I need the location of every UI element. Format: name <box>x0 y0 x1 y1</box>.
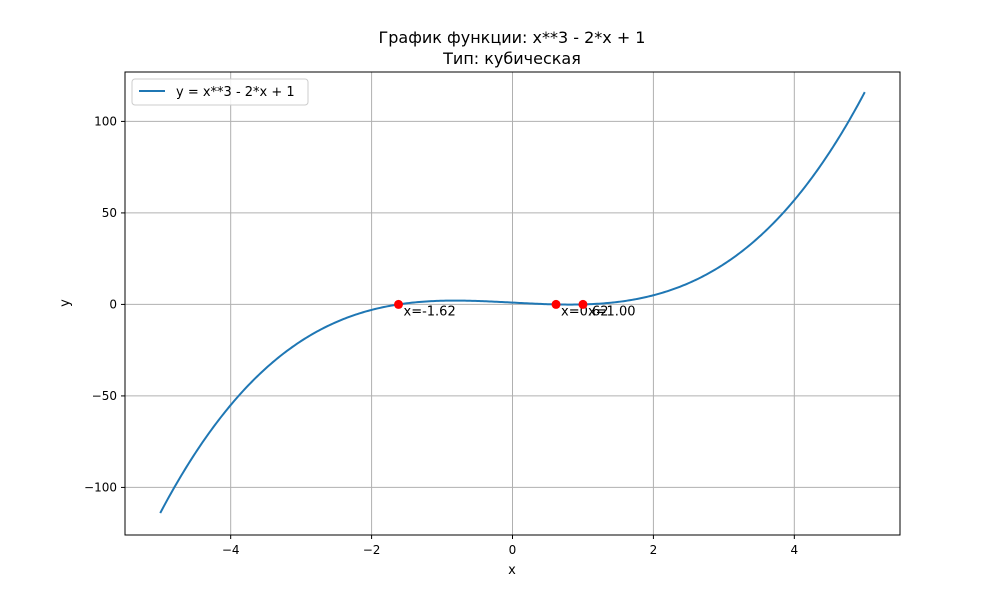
root-label: x=1.00 <box>588 304 636 319</box>
x-tick-label: −4 <box>222 543 240 557</box>
legend-label: y = x**3 - 2*x + 1 <box>176 85 295 100</box>
y-tick-label: −50 <box>92 389 117 403</box>
grid <box>125 72 900 535</box>
root-point <box>551 299 561 309</box>
y-axis-label: y <box>58 299 73 307</box>
chart-title: График функции: x**3 - 2*x + 1 <box>379 28 646 47</box>
ticks-layer: −4 −2 0 2 4 −100 −50 0 50 100 <box>84 114 798 557</box>
series-layer <box>159 91 866 514</box>
root-label: x=0.62 <box>561 304 609 319</box>
root-point <box>578 299 588 309</box>
y-tick-label: 100 <box>94 114 117 128</box>
chart-subtitle: Тип: кубическая <box>442 49 581 68</box>
x-axis-label: x <box>508 563 516 578</box>
series-line <box>159 91 866 514</box>
legend-box <box>131 78 309 106</box>
root-point <box>394 299 404 309</box>
y-tick-label: −100 <box>84 480 117 494</box>
root-label: x=-1.62 <box>404 304 456 319</box>
x-tick-label: 4 <box>790 543 798 557</box>
x-tick-label: 2 <box>650 543 658 557</box>
x-tick-label: 0 <box>509 543 517 557</box>
y-tick-label: 0 <box>109 297 117 311</box>
roots-layer: x=-1.62 x=0.62x=1.00 <box>394 299 636 319</box>
y-tick-label: 50 <box>102 206 117 220</box>
x-tick-label: −2 <box>363 543 381 557</box>
legend: y = x**3 - 2*x + 1 <box>131 78 309 106</box>
